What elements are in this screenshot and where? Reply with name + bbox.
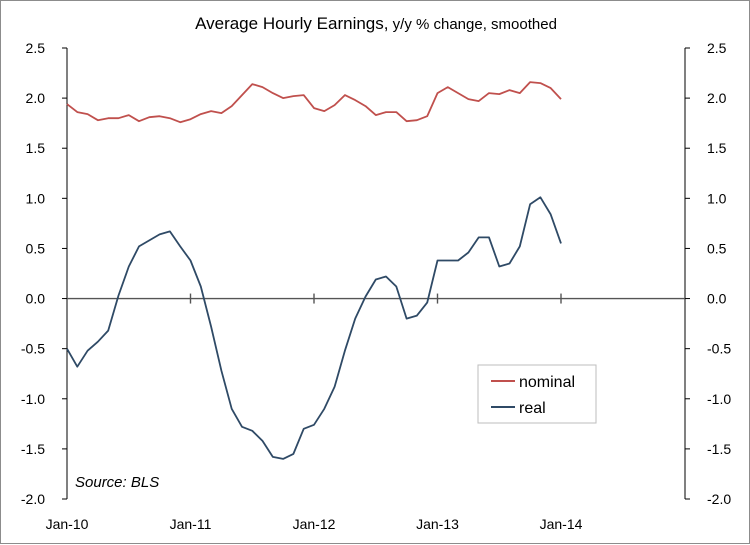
y-tick-label-left: 0.5 [26,240,46,256]
y-tick-label-left: 1.0 [26,190,46,206]
x-tick-label: Jan-13 [416,516,459,532]
y-tick-label-left: -0.5 [21,341,45,357]
source-note: Source: BLS [75,474,159,491]
y-tick-label-right: 1.0 [707,190,727,206]
chart-title-main: Average Hourly Earnings, [195,14,388,33]
y-tick-label-left: -2.0 [21,491,45,507]
chart-title-sub: y/y % change, smoothed [388,16,556,33]
series-line-nominal [66,81,562,124]
y-tick-label-right: -2.0 [707,491,731,507]
y-tick-label-left: 2.5 [26,40,46,56]
y-tick-label-left: 2.0 [26,90,46,106]
legend-nominal-label: nominal [519,374,575,391]
y-tick-label-right: 2.0 [707,90,727,106]
series-lines [66,81,562,460]
y-tick-label-right: -1.0 [707,391,731,407]
y-axis-right-tick-labels: 2.5 2.0 1.5 1.0 0.5 0.0 -0.5 -1.0 -1.5 -2.0 [707,40,731,507]
y-axis-left-tick-labels: 2.5 2.0 1.5 1.0 0.5 0.0 -0.5 -1.0 -1.5 -2.0 [21,40,45,507]
axes [62,47,690,500]
y-tick-label-right: 1.5 [707,140,727,156]
x-tick-label: Jan-12 [293,516,336,532]
legend-real-label: real [519,400,546,417]
y-tick-label-left: 0.0 [26,291,46,307]
y-tick-label-right: 0.0 [707,291,727,307]
y-tick-label-left: 1.5 [26,140,46,156]
legend: nominal real [477,364,597,424]
y-tick-label-left: -1.5 [21,441,45,457]
chart-title: Average Hourly Earnings, y/y % change, s… [195,14,557,33]
legend-box [477,364,597,424]
x-tick-label: Jan-10 [46,516,89,532]
y-tick-label-left: -1.0 [21,391,45,407]
x-tick-label: Jan-14 [540,516,583,532]
y-tick-label-right: -0.5 [707,341,731,357]
x-axis-tick-labels: Jan-10 Jan-11 Jan-12 Jan-13 Jan-14 [46,516,583,532]
series-line-real [66,196,562,460]
y-tick-label-right: 2.5 [707,40,727,56]
y-tick-label-right: -1.5 [707,441,731,457]
x-tick-label: Jan-11 [170,516,212,532]
y-tick-label-right: 0.5 [707,240,727,256]
